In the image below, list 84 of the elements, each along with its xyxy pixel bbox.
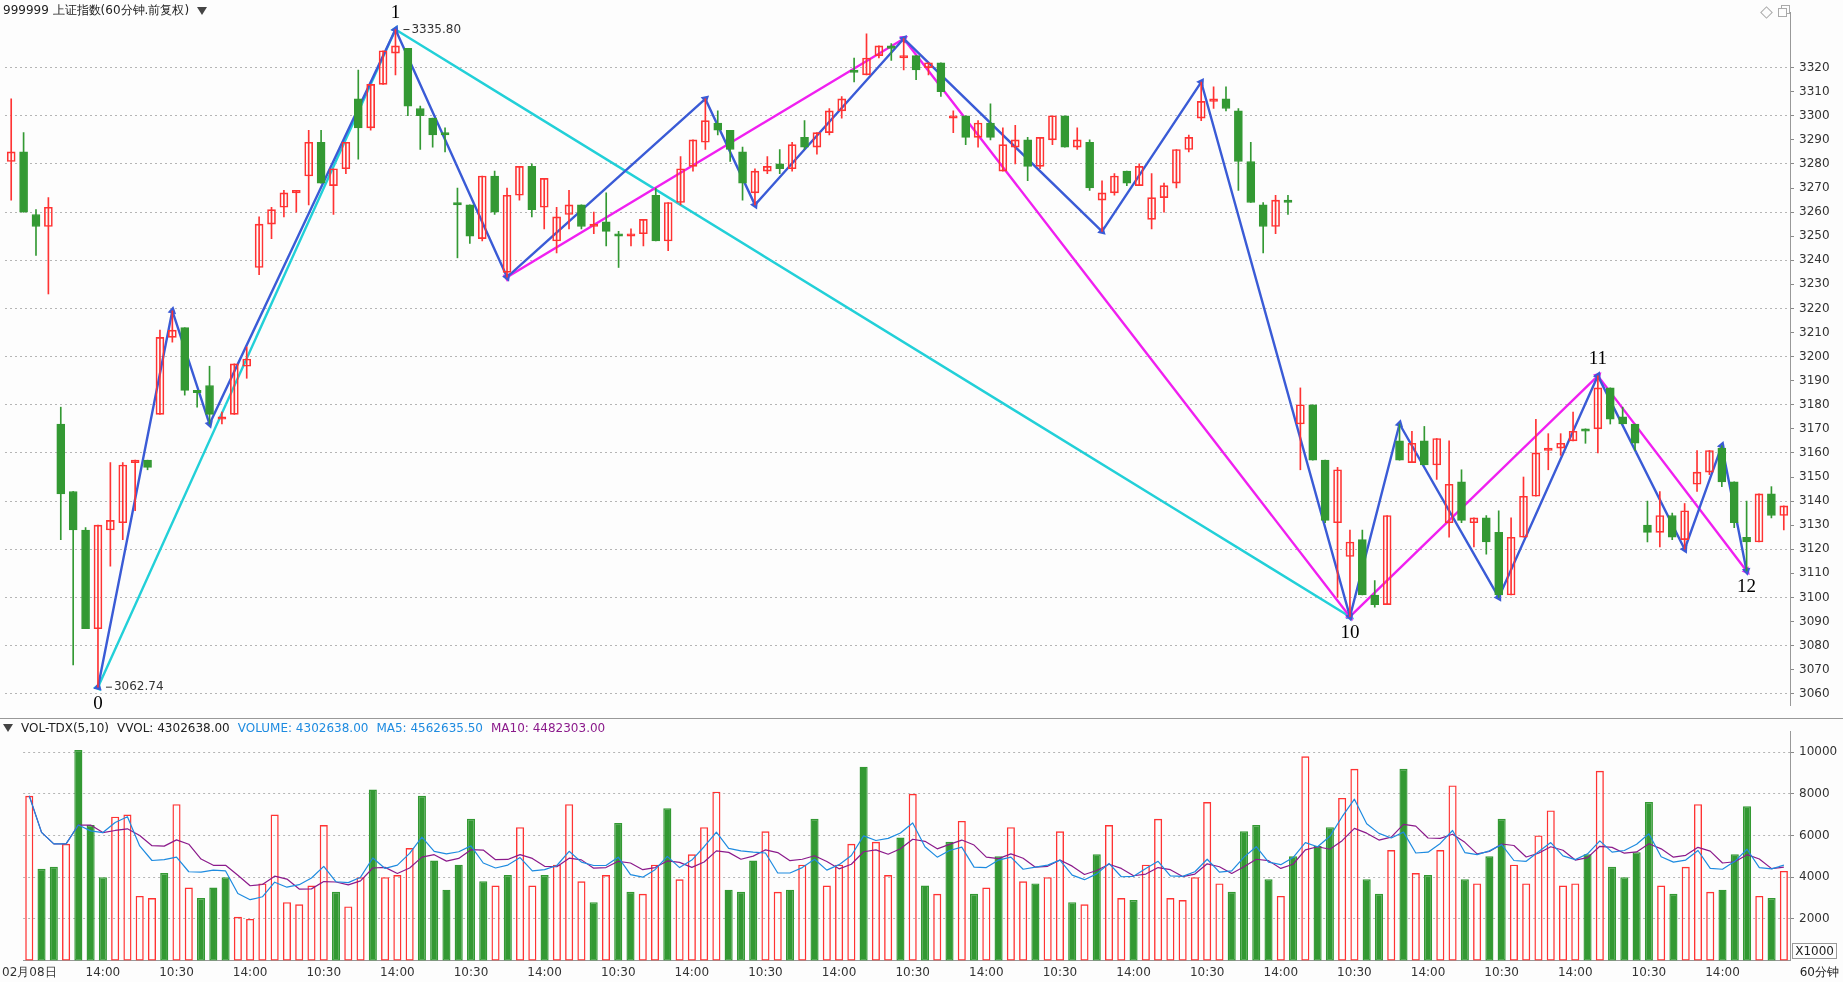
y-tick-label: 3160 (1799, 445, 1830, 460)
annotation: 11 (1588, 347, 1608, 369)
x-tick-label: 14:00 (85, 964, 121, 979)
y-tick-label: 3110 (1799, 565, 1830, 580)
y-tick-label: 3320 (1799, 59, 1830, 74)
y-tick-label: 3100 (1799, 589, 1830, 604)
y-tick-label: 4000 (1799, 869, 1830, 884)
candlestick (601, 192, 611, 247)
annotation: 1 (390, 1, 401, 23)
y-tick-label: 3240 (1799, 252, 1830, 267)
y-tick-label: 3280 (1799, 156, 1830, 171)
candlestick (1382, 515, 1392, 605)
x-tick-label: 10:30 (1189, 964, 1225, 979)
annotation: 10 (1340, 621, 1360, 643)
x-tick-label: 10:30 (895, 964, 930, 979)
point (204, 420, 213, 429)
candlestick (775, 149, 785, 174)
x-tick-label: 14:00 (969, 964, 1004, 979)
y-tick-label: 3220 (1799, 300, 1830, 315)
x-tick-label: 10:30 (159, 964, 194, 979)
x-tick-label: 10:30 (306, 964, 342, 979)
chart-title: 999999 上证指数(60分钟.前复权) (3, 2, 190, 19)
candlestick (886, 43, 896, 61)
y-tick-label: 2000 (1799, 911, 1830, 926)
y-tick-label: 3090 (1799, 613, 1830, 628)
annotation: VVOL: 4302638.00 (117, 721, 230, 735)
x-tick-label: 14:00 (674, 964, 710, 979)
y-tick-label: 3310 (1799, 83, 1830, 98)
x-tick-label: 14:00 (1116, 964, 1151, 979)
y-tick-label: 3260 (1799, 204, 1830, 219)
annotation: VOLUME: 4302638.00 (237, 721, 369, 735)
x-tick-label: 10:30 (1484, 964, 1519, 979)
x-tick-label: 10:30 (1042, 964, 1078, 979)
x-tick-label: 10:30 (600, 964, 636, 979)
text: MA10: 4482303.00 (491, 721, 606, 735)
candlestick (130, 459, 140, 512)
x-tick-label: 14:00 (1263, 964, 1299, 979)
x-tick-label: 14:00 (380, 964, 415, 979)
y-tick-label: 3120 (1799, 541, 1830, 556)
y-tick-label: 10000 (1799, 744, 1838, 759)
candlestick (1754, 493, 1764, 543)
y-tick-label: 8000 (1799, 785, 1830, 800)
x-tick-label: 14:00 (527, 964, 562, 979)
y-tick-label: 3180 (1799, 396, 1830, 411)
candlestick (229, 363, 239, 415)
x-tick-label: 10:30 (748, 964, 783, 979)
y-tick-label: 3130 (1799, 517, 1830, 532)
y-tick-label: 3200 (1799, 348, 1830, 363)
y-tick-label: 3070 (1799, 661, 1830, 676)
y-tick-label: 3190 (1799, 372, 1830, 387)
text: 3062.74 (113, 679, 164, 694)
text: 3335.80 (411, 21, 462, 36)
y-tick-label: 3140 (1799, 493, 1830, 508)
x-tick-label: 02月08日 (2, 964, 57, 979)
x-tick-label: 10:30 (1337, 964, 1372, 979)
x-tick-label: 10:30 (453, 964, 489, 979)
candlestick (378, 50, 388, 85)
text: MA5: 4562635.50 (376, 721, 483, 735)
x-tick-label: 14:00 (1557, 964, 1593, 979)
y-tick-label: 3270 (1799, 180, 1830, 195)
y-tick-label: 3150 (1799, 469, 1830, 484)
y-tick-label: 3210 (1799, 324, 1830, 339)
y-tick-label: 3080 (1799, 637, 1830, 652)
point (1394, 419, 1404, 428)
candlestick (415, 105, 425, 150)
x-tick-label: 14:00 (1410, 964, 1446, 979)
y-tick-label: 3290 (1799, 131, 1830, 146)
chart-title: VOL-TDX(5,10) (21, 721, 110, 735)
y-tick-label: 3060 (1799, 685, 1830, 700)
y-tick-label: 3170 (1799, 420, 1830, 435)
point (167, 305, 177, 315)
candlestick (68, 491, 78, 666)
text: 60分钟 (1799, 964, 1839, 981)
annotation: 12 (1737, 575, 1757, 597)
x-tick-label: 10:30 (1631, 964, 1667, 979)
y-tick-label: 3300 (1799, 107, 1830, 122)
y-tick-label: 3250 (1799, 228, 1830, 243)
text: X1000 (1792, 943, 1837, 959)
annotation: 0 (93, 691, 103, 713)
x-tick-label: 14:00 (1705, 964, 1740, 979)
x-tick-label: 14:00 (232, 964, 268, 979)
y-tick-label: 3230 (1799, 276, 1830, 291)
x-tick-label: 14:00 (821, 964, 857, 979)
y-tick-label: 6000 (1799, 827, 1830, 842)
